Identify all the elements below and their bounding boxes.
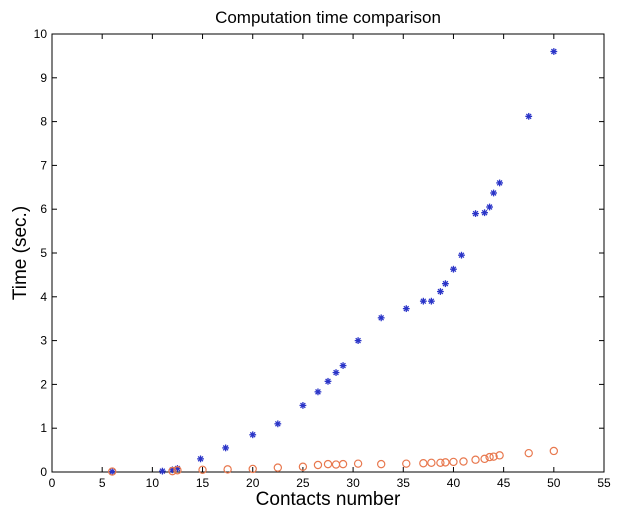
x-tick-label: 15 — [196, 476, 210, 490]
data-point-asterisk — [108, 468, 116, 475]
data-point-circle — [168, 466, 177, 476]
data-point-circle — [298, 462, 308, 471]
data-point-asterisk — [450, 265, 457, 273]
data-point-circle — [248, 464, 257, 474]
data-point-asterisk — [525, 112, 533, 120]
data-point-circle — [436, 458, 445, 468]
data-point-asterisk — [314, 388, 322, 396]
data-point-asterisk — [458, 251, 465, 259]
data-point-asterisk — [339, 362, 347, 369]
y-tick-label: 8 — [40, 115, 47, 129]
data-point-asterisk — [442, 280, 449, 288]
series-0 — [108, 48, 558, 475]
data-point-asterisk — [437, 288, 444, 295]
series-1 — [108, 446, 559, 476]
x-tick-label: 45 — [497, 476, 511, 490]
data-point-circle — [549, 446, 559, 456]
data-point-asterisk — [481, 209, 488, 217]
data-point-asterisk — [496, 179, 504, 187]
data-point-circle — [323, 459, 333, 469]
x-tick-label: 5 — [99, 476, 106, 490]
data-point-circle — [273, 463, 283, 472]
data-point-circle — [427, 458, 436, 468]
data-point-circle — [495, 451, 504, 460]
data-point-asterisk — [299, 402, 307, 409]
data-point-circle — [173, 466, 182, 475]
data-point-circle — [480, 454, 489, 464]
data-point-asterisk — [419, 297, 427, 305]
data-point-circle — [376, 459, 386, 469]
x-tick-label: 50 — [547, 476, 561, 490]
x-tick-label: 0 — [49, 476, 56, 490]
y-tick-label: 1 — [40, 421, 47, 435]
data-point-asterisk — [490, 189, 497, 197]
data-point-circle — [223, 465, 232, 474]
data-point-asterisk — [377, 314, 385, 322]
y-tick-label: 3 — [40, 334, 47, 348]
x-tick-label: 20 — [246, 476, 260, 490]
data-point-circle — [338, 459, 348, 469]
data-series — [108, 48, 559, 476]
x-tick-label: 30 — [346, 476, 360, 490]
data-point-circle — [471, 455, 480, 464]
data-point-asterisk — [550, 48, 558, 55]
x-axis: 0 5 10 15 20 25 30 35 40 45 50 55 — [49, 34, 611, 490]
y-axis: 0 1 2 3 4 5 6 7 8 9 10 — [34, 27, 604, 479]
data-point-circle — [449, 457, 458, 467]
y-tick-label: 7 — [40, 158, 47, 172]
x-tick-label: 40 — [447, 476, 461, 490]
data-point-asterisk — [332, 369, 340, 376]
data-point-asterisk — [427, 297, 435, 305]
y-tick-label: 10 — [34, 27, 48, 41]
y-tick-label: 6 — [40, 202, 47, 216]
y-tick-label: 0 — [40, 465, 47, 479]
data-point-asterisk — [472, 210, 479, 217]
y-axis-title: Time (sec.) — [10, 206, 31, 300]
data-point-circle — [459, 457, 468, 466]
data-point-circle — [108, 467, 117, 476]
data-point-circle — [353, 459, 363, 468]
x-tick-label: 55 — [597, 476, 611, 490]
x-tick-label: 25 — [296, 476, 310, 490]
plot-frame — [51, 33, 605, 473]
data-point-circle — [402, 459, 411, 468]
data-point-asterisk — [324, 377, 332, 385]
data-point-asterisk — [402, 305, 410, 313]
chart-title: Computation time comparison — [215, 8, 441, 27]
data-point-circle — [198, 465, 207, 475]
data-point-circle — [313, 460, 323, 470]
x-axis-title: Contacts number — [256, 489, 401, 510]
data-point-asterisk — [486, 203, 493, 211]
data-point-asterisk — [159, 467, 166, 475]
y-tick-label: 5 — [40, 246, 47, 260]
data-point-circle — [485, 452, 494, 462]
data-point-circle — [524, 448, 533, 458]
data-point-asterisk — [354, 337, 362, 344]
x-tick-label: 10 — [146, 476, 160, 490]
x-tick-label: 35 — [397, 476, 411, 490]
y-tick-label: 2 — [40, 377, 47, 391]
data-point-circle — [331, 460, 341, 469]
data-point-circle — [419, 459, 428, 468]
data-point-asterisk — [222, 444, 230, 452]
data-point-circle — [441, 458, 450, 467]
y-tick-label: 9 — [40, 71, 47, 85]
y-tick-label: 4 — [40, 290, 47, 304]
data-point-asterisk — [197, 455, 204, 463]
data-point-asterisk — [274, 420, 282, 428]
data-point-asterisk — [249, 431, 257, 439]
data-point-circle — [489, 452, 498, 461]
